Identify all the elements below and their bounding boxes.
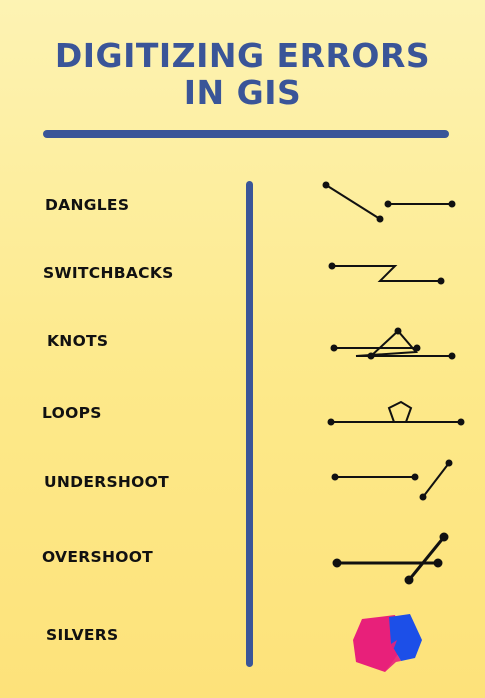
label-knots: KNOTS (47, 332, 109, 350)
title-line-1: DIGITIZING ERRORS (54, 36, 431, 75)
label-undershoot: UNDERSHOOT (44, 473, 170, 491)
overshoot-icon (332, 532, 449, 585)
title-underline (43, 130, 449, 138)
title-line-2: IN GIS (183, 73, 302, 112)
switchbacks-icon (328, 262, 445, 285)
label-overshoot: OVERSHOOT (42, 548, 154, 566)
undershoot-icon (331, 459, 453, 501)
vertical-divider (246, 181, 253, 667)
silvers-icon (353, 614, 422, 672)
knots-icon (330, 327, 456, 360)
label-dangles: DANGLES (45, 196, 130, 214)
loops-icon (327, 400, 465, 426)
label-silvers: SILVERS (46, 626, 119, 644)
label-switchbacks: SWITCHBACKS (43, 264, 174, 282)
label-loops: LOOPS (42, 404, 102, 422)
dangles-icon (322, 181, 456, 223)
